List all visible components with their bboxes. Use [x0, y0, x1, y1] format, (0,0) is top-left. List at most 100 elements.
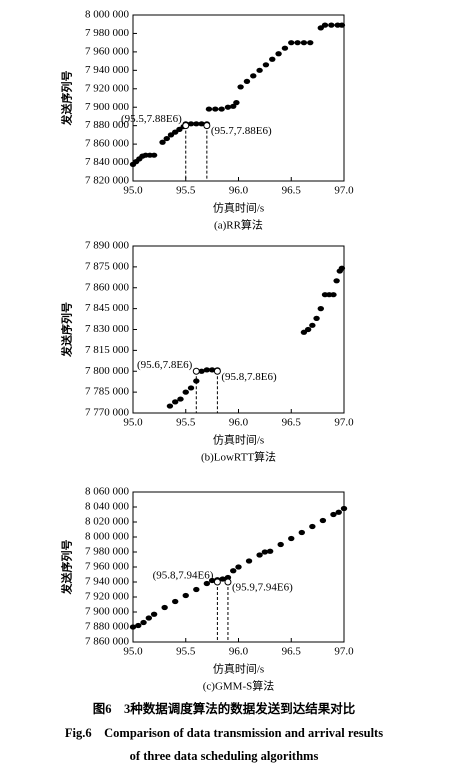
- point: [298, 529, 305, 536]
- point: [309, 523, 316, 530]
- y-tick-label: 7 845 000: [85, 302, 130, 314]
- point: [208, 367, 216, 373]
- point: [309, 322, 316, 328]
- point: [135, 622, 142, 629]
- x-axis-label: 仿真时间/s: [213, 201, 264, 215]
- point: [163, 135, 170, 142]
- x-tick-label: 95.5: [176, 185, 196, 197]
- x-tick-label: 95.0: [123, 185, 143, 197]
- y-tick-label: 7 920 000: [85, 591, 130, 603]
- point: [166, 403, 174, 409]
- annotation: (95.9,7.94E6): [232, 582, 293, 594]
- point: [317, 306, 324, 312]
- point: [203, 367, 211, 373]
- point: [198, 368, 205, 374]
- x-tick-label: 96.0: [229, 646, 249, 658]
- x-tick-label: 97.0: [334, 646, 354, 658]
- point: [304, 326, 312, 333]
- x-tick-label: 97.0: [334, 185, 354, 197]
- x-tick-label: 96.5: [282, 185, 302, 197]
- point: [172, 598, 179, 605]
- x-tick-label: 96.0: [229, 417, 249, 429]
- y-tick-label: 8 000 000: [85, 9, 130, 21]
- x-tick-label: 95.0: [123, 417, 143, 429]
- point: [340, 505, 348, 512]
- y-axis-label: 发送序列号: [60, 302, 74, 358]
- x-tick-label: 95.0: [123, 646, 143, 658]
- point: [338, 22, 346, 28]
- point: [262, 62, 270, 68]
- point: [129, 624, 137, 630]
- annotation: (95.8,7.8E6): [221, 371, 277, 383]
- annotation: (95.8,7.94E6): [153, 570, 214, 582]
- point: [266, 548, 274, 554]
- point: [172, 399, 179, 405]
- annotation: (95.6,7.8E6): [137, 359, 193, 371]
- x-axis-label: 仿真时间/s: [213, 433, 264, 447]
- point: [218, 106, 225, 112]
- y-tick-label: 7 860 000: [85, 138, 130, 150]
- point: [330, 511, 337, 518]
- point: [212, 106, 219, 112]
- point: [187, 121, 195, 127]
- point: [250, 73, 257, 79]
- point: [330, 292, 337, 298]
- y-tick-label: 7 940 000: [85, 576, 130, 588]
- y-tick-label: 7 890 000: [85, 240, 130, 252]
- caption-en: Fig.6 Comparison of data transmission an…: [65, 726, 383, 740]
- point: [182, 389, 189, 395]
- caption-en: of three data scheduling algorithms: [130, 749, 319, 763]
- point: [224, 104, 232, 110]
- x-tick-label: 95.5: [176, 646, 196, 658]
- y-axis-label: 发送序列号: [60, 540, 74, 596]
- x-axis-label: 仿真时间/s: [213, 662, 264, 676]
- point: [219, 576, 226, 582]
- y-axis-label: 发送序列号: [60, 71, 74, 127]
- point: [269, 56, 276, 62]
- y-tick-label: 7 900 000: [85, 606, 130, 618]
- subtitle: (c)GMM-S算法: [203, 679, 275, 693]
- point: [187, 385, 195, 391]
- y-tick-label: 7 860 000: [85, 281, 130, 293]
- point: [159, 139, 166, 145]
- point: [307, 40, 314, 46]
- point: [224, 574, 232, 581]
- point: [230, 568, 237, 574]
- point: [281, 45, 289, 51]
- y-tick-label: 7 960 000: [85, 561, 130, 573]
- y-tick-label: 7 960 000: [85, 45, 130, 57]
- y-tick-label: 7 875 000: [85, 260, 130, 272]
- point: [319, 517, 327, 524]
- y-tick-label: 8 020 000: [85, 516, 130, 528]
- plot-frame: [132, 14, 345, 182]
- y-tick-label: 7 860 000: [85, 636, 130, 648]
- y-tick-label: 7 880 000: [85, 119, 130, 131]
- y-tick-label: 7 815 000: [85, 344, 130, 356]
- annotation: (95.5,7.88E6): [121, 113, 182, 125]
- point: [145, 615, 153, 621]
- annotation-point: [182, 122, 190, 130]
- y-tick-label: 7 900 000: [85, 101, 130, 113]
- point: [338, 265, 346, 271]
- y-tick-label: 7 980 000: [85, 546, 130, 558]
- point: [198, 121, 205, 127]
- x-tick-label: 96.0: [229, 185, 249, 197]
- y-tick-label: 7 840 000: [85, 156, 130, 168]
- annotation-point: [192, 367, 200, 375]
- point: [313, 315, 320, 321]
- point: [237, 84, 244, 90]
- plot-frame: [132, 245, 345, 414]
- point: [261, 549, 269, 555]
- point: [328, 22, 335, 28]
- point: [243, 78, 251, 84]
- x-tick-label: 96.5: [282, 646, 302, 658]
- y-tick-label: 8 040 000: [85, 501, 130, 513]
- y-tick-label: 7 920 000: [85, 82, 130, 94]
- subtitle: (a)RR算法: [214, 218, 263, 232]
- y-tick-label: 7 940 000: [85, 64, 130, 76]
- point: [288, 535, 295, 542]
- y-tick-label: 7 880 000: [85, 621, 130, 633]
- annotation-point: [213, 578, 221, 586]
- y-tick-label: 7 785 000: [85, 386, 130, 398]
